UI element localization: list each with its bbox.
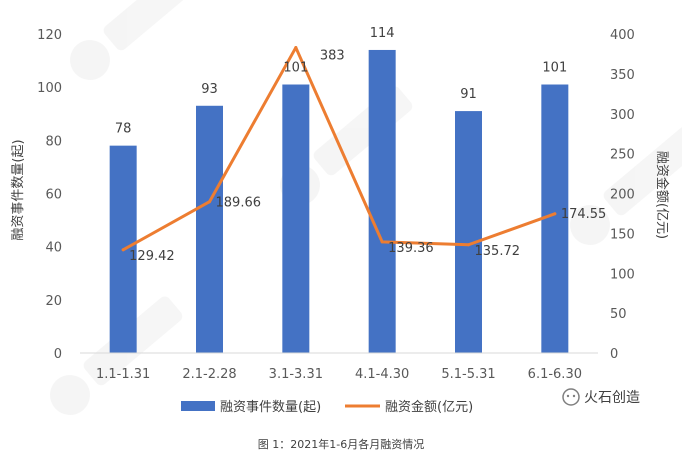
bar-series — [109, 49, 569, 354]
legend-label-line: 融资金额(亿元) — [385, 399, 473, 415]
line-point-3 — [294, 46, 298, 50]
watermark-mark — [70, 0, 203, 80]
bar-6 — [541, 84, 569, 353]
y-tick-label: 60 — [45, 188, 62, 203]
bar-value-label: 78 — [115, 122, 132, 137]
y-tick-label: 0 — [54, 347, 62, 362]
brand: 火石创造 — [562, 388, 640, 406]
watermark-band — [313, 86, 413, 176]
left-axis: 0 20 40 60 80 100 120 — [37, 28, 62, 362]
y-tick-label: 80 — [45, 134, 62, 149]
line-series — [121, 46, 557, 252]
y2-tick-label: 400 — [610, 28, 635, 43]
bar-value-label: 93 — [201, 82, 218, 97]
brand-name: 火石创造 — [584, 390, 640, 406]
bar-4 — [368, 49, 396, 353]
y2-tick-label: 350 — [610, 68, 635, 83]
line-value-label: 174.55 — [561, 207, 607, 222]
bar-value-label: 101 — [283, 61, 308, 76]
line-value-label: 139.36 — [388, 241, 434, 256]
y2-axis-title: 融资金额(亿元) — [654, 151, 670, 239]
watermark-circle — [50, 375, 90, 415]
x-tick-label: 1.1-1.31 — [96, 367, 150, 382]
y2-tick-label: 150 — [610, 227, 635, 242]
line-point-4 — [380, 240, 384, 244]
line-point-2 — [208, 200, 211, 204]
bar-3 — [282, 84, 310, 353]
line-point-6 — [553, 212, 557, 216]
line-value-label: 129.42 — [129, 249, 175, 264]
line-value-label: 189.66 — [216, 196, 262, 211]
y-tick-label: 100 — [37, 81, 62, 96]
watermark-circle — [570, 205, 610, 245]
x-tick-label: 5.1-5.31 — [441, 367, 495, 382]
bar-value-label: 114 — [370, 26, 395, 41]
watermark-band — [603, 126, 682, 216]
y-tick-label: 120 — [37, 28, 62, 43]
x-tick-label: 2.1-2.28 — [182, 367, 236, 382]
y-tick-label: 20 — [45, 294, 62, 309]
x-tick-label: 3.1-3.31 — [269, 367, 323, 382]
x-tick-label: 4.1-4.30 — [355, 367, 409, 382]
right-axis: 0 50 100 150 200 250 300 350 400 — [610, 28, 635, 362]
legend-label-bars: 融资事件数量(起) — [220, 400, 321, 415]
legend: 融资事件数量(起) 融资金额(亿元) — [181, 399, 473, 415]
watermark-band — [103, 0, 203, 51]
line-path — [121, 46, 557, 252]
bar-5 — [455, 111, 482, 353]
y2-tick-label: 100 — [610, 267, 635, 282]
bar-2 — [196, 105, 223, 354]
x-tick-label: 6.1-6.30 — [528, 367, 582, 382]
wechat-icon-dot — [566, 394, 570, 398]
line-point-5 — [467, 243, 470, 247]
watermark-mark — [570, 126, 682, 245]
y2-tick-label: 0 — [610, 347, 618, 362]
y2-tick-label: 200 — [610, 188, 635, 203]
y2-tick-label: 250 — [610, 148, 635, 163]
bar-value-label: 101 — [542, 61, 567, 76]
y2-tick-label: 300 — [610, 108, 635, 123]
legend-swatch-bars — [181, 401, 215, 411]
figure-caption: 图 1：2021年1-6月各月融资情况 — [258, 437, 424, 451]
x-axis: 1.1-1.31 2.1-2.28 3.1-3.31 4.1-4.30 5.1-5.31… — [80, 352, 598, 382]
wechat-icon-dot — [572, 394, 576, 398]
bar-value-label: 91 — [460, 87, 477, 102]
line-value-label: 383 — [320, 49, 345, 64]
line-point-1 — [121, 248, 125, 252]
wechat-icon — [562, 388, 580, 406]
data-labels: 78 93 101 114 91 101 129.42 189.66 383 139.36 135.… — [115, 26, 606, 264]
y2-tick-label: 50 — [610, 307, 627, 322]
y-tick-label: 40 — [45, 241, 62, 256]
watermark-circle — [70, 40, 110, 80]
y-axis-title: 融资事件数量(起) — [11, 139, 26, 240]
line-value-label: 135.72 — [475, 244, 521, 259]
